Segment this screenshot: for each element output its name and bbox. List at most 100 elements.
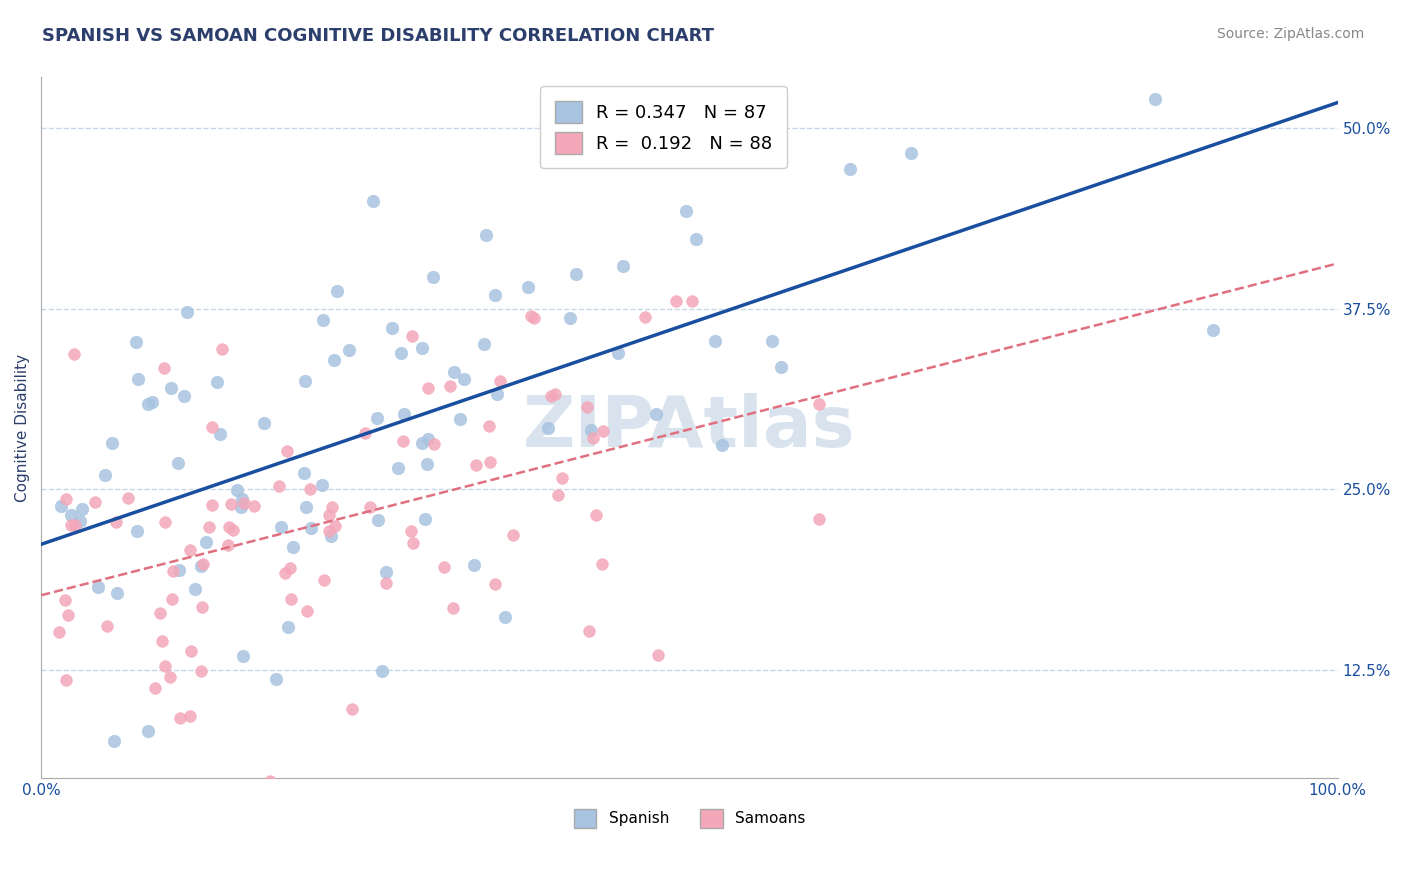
Point [136,723,159,738]
Point [70,501,93,516]
Point [219,497,242,511]
Point [269,479,291,493]
Point [665,294,688,309]
Text: Source: ZipAtlas.com: Source: ZipAtlas.com [1216,27,1364,41]
Point [401,328,423,343]
Point [191,558,214,572]
Point [560,310,582,325]
Point [665,131,688,145]
Point [494,610,516,624]
Point [183,582,205,596]
Point [222,524,245,538]
Point [173,388,195,402]
Point [413,512,436,526]
Point [353,425,375,440]
Point [550,471,572,485]
Point [323,352,346,367]
Point [392,407,415,421]
Point [53,593,76,607]
Point [484,287,506,301]
Point [101,436,124,450]
Point [326,284,349,298]
Point [502,528,524,542]
Point [233,496,256,510]
Point [575,400,598,414]
Point [201,420,224,434]
Point [591,558,613,572]
Point [489,374,512,388]
Point [325,519,347,533]
Point [201,498,224,512]
Point [143,681,166,695]
Point [581,423,603,437]
Point [274,566,297,581]
Point [314,573,336,587]
Point [465,458,488,472]
Point [340,702,363,716]
Point [179,543,201,558]
Point [416,457,439,471]
Point [141,395,163,409]
Point [544,387,567,401]
Point [104,515,127,529]
Point [298,483,321,497]
Point [486,386,509,401]
Point [253,416,276,430]
Point [190,664,212,678]
Point [136,397,159,411]
Point [612,259,634,273]
Point [318,524,340,538]
Point [160,591,183,606]
Point [838,161,860,176]
Point [337,343,360,358]
Point [319,529,342,543]
Point [578,624,600,638]
Point [416,432,439,446]
Point [761,334,783,348]
Point [217,538,239,552]
Point [117,491,139,505]
Point [96,619,118,633]
Point [411,341,433,355]
Point [564,267,586,281]
Point [371,664,394,678]
Point [675,204,697,219]
Point [374,566,396,580]
Point [359,500,381,514]
Point [402,535,425,549]
Y-axis label: Cognitive Disability: Cognitive Disability [15,354,30,502]
Point [226,483,249,498]
Point [585,508,607,522]
Point [205,375,228,389]
Point [232,648,254,663]
Point [411,436,433,450]
Point [644,407,666,421]
Point [681,294,703,309]
Point [160,381,183,395]
Point [321,500,343,515]
Text: ZIPAtlas: ZIPAtlas [523,393,856,462]
Point [294,375,316,389]
Point [318,508,340,522]
Point [478,419,501,434]
Point [443,365,465,379]
Point [270,520,292,534]
Point [292,466,315,480]
Point [264,673,287,687]
Point [55,492,77,507]
Point [295,500,318,514]
Point [1143,92,1166,106]
Point [169,711,191,725]
Point [647,648,669,662]
Point [59,518,82,533]
Point [685,232,707,246]
Point [69,515,91,529]
Point [162,564,184,578]
Point [176,305,198,319]
Point [439,379,461,393]
Point [366,410,388,425]
Point [48,624,70,639]
Point [49,500,72,514]
Point [634,310,657,324]
Point [592,424,614,438]
